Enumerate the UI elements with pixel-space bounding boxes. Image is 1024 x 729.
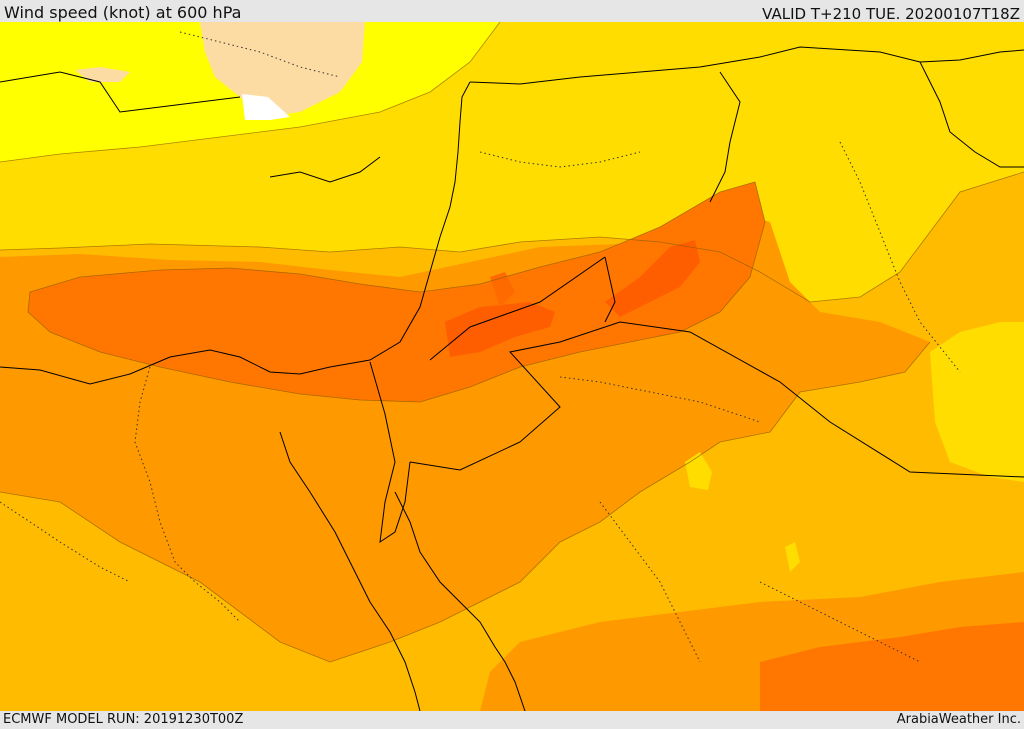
field-red-orange xyxy=(605,240,700,317)
footer-bar: ECMWF MODEL RUN: 20191230T00Z ArabiaWeat… xyxy=(0,711,1024,729)
map-canvas xyxy=(0,22,1024,711)
field-cream-small xyxy=(75,67,130,82)
admin-boundaries xyxy=(0,31,961,663)
field-gold-blob-1 xyxy=(685,452,712,490)
contour-lines xyxy=(0,22,1024,663)
wind-speed-map xyxy=(0,22,1024,711)
field-cream xyxy=(200,22,365,117)
field-gold-blob-2 xyxy=(785,542,800,572)
model-run-label: ECMWF MODEL RUN: 20191230T00Z xyxy=(3,712,244,727)
credit-label: ArabiaWeather Inc. xyxy=(896,712,1021,727)
field-gold-east xyxy=(930,322,1024,482)
header-bar: Wind speed (knot) at 600 hPa VALID T+210… xyxy=(0,0,1024,23)
map-title: Wind speed (knot) at 600 hPa xyxy=(4,3,242,22)
valid-time: VALID T+210 TUE. 20200107T18Z xyxy=(762,5,1020,23)
field-dark-orange xyxy=(28,182,765,402)
field-red-orange-3 xyxy=(490,272,515,307)
field-white xyxy=(242,94,290,120)
field-dark-orange-se xyxy=(760,622,1024,711)
field-red-orange-2 xyxy=(445,302,555,357)
borders xyxy=(0,46,1024,711)
